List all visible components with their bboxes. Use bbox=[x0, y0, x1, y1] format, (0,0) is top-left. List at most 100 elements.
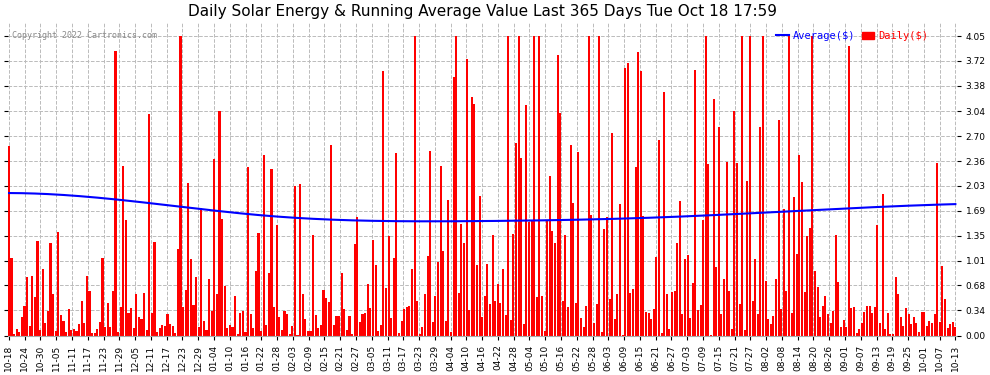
Bar bbox=[910, 324, 912, 336]
Bar bbox=[879, 323, 881, 336]
Bar bbox=[278, 318, 280, 336]
Bar bbox=[47, 311, 49, 336]
Bar bbox=[460, 224, 462, 336]
Bar bbox=[526, 105, 528, 336]
Bar bbox=[219, 111, 221, 336]
Bar bbox=[447, 201, 449, 336]
Bar bbox=[827, 314, 829, 336]
Bar bbox=[548, 176, 550, 336]
Bar bbox=[364, 313, 366, 336]
Bar bbox=[333, 325, 335, 336]
Bar bbox=[232, 327, 234, 336]
Bar bbox=[227, 328, 229, 336]
Bar bbox=[609, 299, 611, 336]
Bar bbox=[842, 320, 844, 336]
Bar bbox=[67, 309, 69, 336]
Bar bbox=[731, 329, 733, 336]
Bar bbox=[346, 330, 347, 336]
Bar bbox=[686, 255, 689, 336]
Bar bbox=[96, 329, 98, 336]
Text: Copyright 2022 Cartronics.com: Copyright 2022 Cartronics.com bbox=[12, 31, 157, 40]
Bar bbox=[470, 97, 473, 336]
Bar bbox=[216, 294, 218, 336]
Bar bbox=[336, 316, 338, 336]
Bar bbox=[718, 127, 720, 336]
Bar bbox=[721, 314, 723, 336]
Bar bbox=[632, 289, 634, 336]
Bar bbox=[638, 52, 640, 336]
Bar bbox=[900, 316, 902, 336]
Bar bbox=[606, 217, 608, 336]
Bar bbox=[596, 304, 598, 336]
Bar bbox=[764, 280, 766, 336]
Bar bbox=[406, 308, 408, 336]
Legend: Average($), Daily($): Average($), Daily($) bbox=[772, 27, 933, 45]
Bar bbox=[32, 276, 34, 336]
Bar bbox=[403, 309, 405, 336]
Bar bbox=[588, 36, 590, 336]
Bar bbox=[918, 332, 920, 336]
Bar bbox=[902, 326, 905, 336]
Bar bbox=[50, 243, 51, 336]
Bar bbox=[185, 290, 187, 336]
Bar bbox=[793, 197, 795, 336]
Bar bbox=[8, 146, 10, 336]
Bar bbox=[775, 279, 777, 336]
Bar bbox=[24, 306, 26, 336]
Bar bbox=[726, 162, 728, 336]
Bar bbox=[136, 294, 138, 336]
Bar bbox=[39, 330, 42, 336]
Bar bbox=[569, 145, 571, 336]
Bar bbox=[179, 36, 181, 336]
Bar bbox=[245, 332, 247, 336]
Bar bbox=[133, 328, 135, 336]
Bar bbox=[339, 316, 341, 336]
Bar bbox=[817, 287, 819, 336]
Bar bbox=[419, 334, 421, 336]
Bar bbox=[123, 166, 125, 336]
Bar bbox=[437, 262, 439, 336]
Bar bbox=[494, 301, 496, 336]
Bar bbox=[746, 181, 748, 336]
Bar bbox=[785, 291, 787, 336]
Bar bbox=[551, 231, 553, 336]
Bar bbox=[723, 279, 725, 336]
Bar bbox=[739, 304, 741, 336]
Bar bbox=[847, 46, 849, 336]
Bar bbox=[796, 254, 798, 336]
Bar bbox=[158, 328, 160, 336]
Bar bbox=[577, 152, 579, 336]
Bar bbox=[489, 304, 491, 336]
Bar bbox=[54, 331, 56, 336]
Bar bbox=[601, 332, 603, 336]
Bar bbox=[663, 92, 665, 336]
Bar bbox=[825, 296, 827, 336]
Bar bbox=[855, 333, 857, 336]
Bar bbox=[593, 324, 595, 336]
Bar bbox=[115, 51, 117, 336]
Bar bbox=[414, 36, 416, 336]
Bar bbox=[567, 307, 569, 336]
Bar bbox=[884, 329, 886, 336]
Bar bbox=[908, 314, 910, 336]
Bar bbox=[366, 284, 369, 336]
Bar bbox=[572, 203, 574, 336]
Bar bbox=[759, 127, 761, 336]
Bar bbox=[107, 303, 109, 336]
Bar bbox=[62, 321, 64, 336]
Title: Daily Solar Energy & Running Average Value Last 365 Days Tue Oct 18 17:59: Daily Solar Energy & Running Average Val… bbox=[188, 4, 776, 19]
Bar bbox=[954, 327, 956, 336]
Bar bbox=[791, 313, 793, 336]
Bar bbox=[603, 229, 606, 336]
Bar bbox=[916, 322, 918, 336]
Bar bbox=[655, 257, 657, 336]
Bar bbox=[640, 70, 642, 336]
Bar bbox=[408, 306, 411, 336]
Bar bbox=[845, 327, 847, 336]
Bar bbox=[455, 36, 457, 336]
Bar bbox=[254, 272, 257, 336]
Bar bbox=[422, 327, 424, 336]
Bar bbox=[486, 264, 488, 336]
Bar bbox=[29, 326, 31, 336]
Bar bbox=[26, 277, 28, 336]
